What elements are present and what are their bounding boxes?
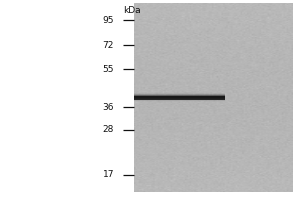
Text: 17: 17 <box>103 170 114 179</box>
Text: kDa: kDa <box>123 6 141 15</box>
Text: 72: 72 <box>103 41 114 50</box>
Bar <box>134 96 225 100</box>
Text: 28: 28 <box>103 125 114 134</box>
Text: 95: 95 <box>103 16 114 25</box>
Text: 36: 36 <box>103 103 114 112</box>
Text: —: — <box>146 183 151 188</box>
Text: 55: 55 <box>103 65 114 74</box>
